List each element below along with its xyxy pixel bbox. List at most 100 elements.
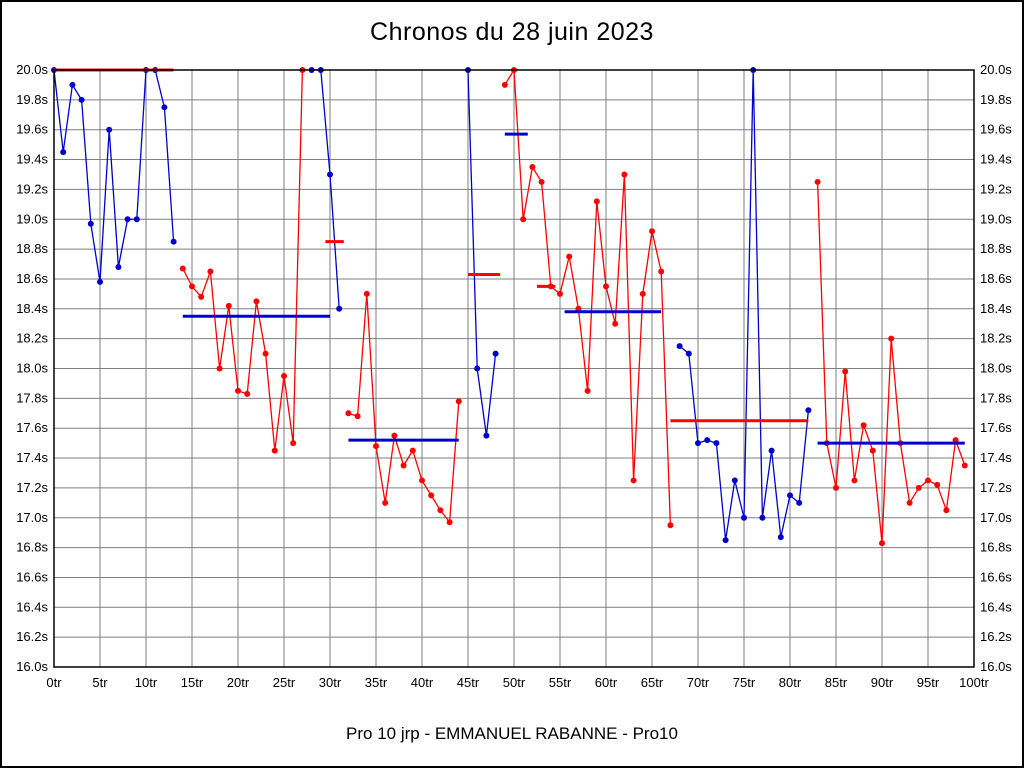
x-tick-label: 10tr [135, 675, 158, 690]
lap-point-blue [133, 216, 140, 223]
lap-point-red [612, 320, 619, 327]
y-tick-label-left: 17.8s [16, 390, 48, 405]
lap-point-red [382, 499, 389, 506]
y-tick-label-right: 19.6s [980, 122, 1012, 137]
lap-point-blue [78, 96, 85, 103]
lap-point-red [943, 507, 950, 514]
lap-point-red [501, 81, 508, 88]
y-tick-label-right: 19.2s [980, 181, 1012, 196]
lap-point-blue [87, 220, 94, 227]
y-tick-label-left: 20.0s [16, 62, 48, 77]
x-tick-label: 55tr [549, 675, 572, 690]
y-tick-label-right: 17.8s [980, 390, 1012, 405]
lap-point-blue [474, 365, 481, 372]
lap-point-red [198, 293, 205, 300]
chart-subtitle: Pro 10 jrp - EMMANUEL RABANNE - Pro10 [346, 724, 678, 743]
lap-point-red [814, 178, 821, 185]
lap-line-red [816, 181, 966, 544]
y-tick-label-left: 17.4s [16, 450, 48, 465]
y-tick-label-left: 19.6s [16, 122, 48, 137]
lap-point-red [400, 462, 407, 469]
x-tick-label: 35tr [365, 675, 388, 690]
lap-point-red [658, 268, 665, 275]
y-tick-label-left: 16.0s [16, 659, 48, 674]
lap-point-blue [97, 278, 103, 285]
lap-point-red [373, 443, 379, 450]
lap-point-red [455, 398, 462, 405]
y-tick-label-left: 18.8s [16, 241, 48, 256]
y-tick-label-left: 16.4s [16, 599, 48, 614]
lap-point-red [603, 283, 609, 290]
lap-point-red [934, 481, 941, 488]
lap-point-red [621, 171, 628, 178]
lap-point-red [851, 477, 858, 484]
lap-point-blue [676, 343, 683, 350]
lap-point-blue [722, 537, 729, 544]
x-tick-label: 80tr [779, 675, 802, 690]
lap-point-blue [685, 350, 692, 357]
lap-point-blue [69, 81, 76, 88]
lap-point-red [915, 484, 922, 491]
lap-point-blue [777, 534, 784, 541]
y-tick-label-left: 18.0s [16, 361, 48, 376]
lap-point-red [391, 432, 398, 439]
y-tick-label-left: 19.4s [16, 152, 48, 167]
x-tick-label: 75tr [733, 675, 756, 690]
lap-point-red [667, 522, 674, 529]
y-tick-label-right: 16.0s [980, 659, 1012, 674]
y-tick-label-left: 17.2s [16, 480, 48, 495]
lap-point-blue [695, 440, 701, 447]
lap-point-red [888, 335, 895, 342]
lap-point-blue [741, 514, 747, 521]
lap-point-red [520, 216, 527, 223]
x-tick-label: 90tr [871, 675, 894, 690]
lap-line-blue [467, 69, 497, 436]
lap-point-red [216, 365, 223, 372]
lap-point-red [428, 492, 435, 499]
y-tick-label-left: 18.2s [16, 331, 48, 346]
lap-point-red [235, 387, 241, 394]
lap-point-red [557, 290, 563, 297]
lap-point-blue [731, 477, 738, 484]
lap-point-red [354, 413, 361, 420]
lap-point-blue [713, 440, 720, 447]
lap-point-red [225, 302, 232, 309]
x-tick-label: 30tr [319, 675, 342, 690]
plot-border [53, 69, 975, 668]
lap-point-blue [492, 350, 499, 357]
lap-point-red [906, 499, 913, 506]
x-tick-label: 5tr [92, 675, 108, 690]
lap-point-red [262, 350, 269, 357]
y-tick-label-right: 19.4s [980, 152, 1012, 167]
x-tick-label: 85tr [825, 675, 848, 690]
y-tick-label-right: 18.4s [980, 301, 1012, 316]
lap-point-blue [327, 171, 333, 178]
y-tick-label-right: 17.4s [980, 450, 1012, 465]
x-tick-label: 25tr [273, 675, 296, 690]
lap-point-red [649, 228, 655, 235]
x-tick-label: 100tr [959, 675, 989, 690]
chart-title: Chronos du 28 juin 2023 [370, 18, 654, 46]
y-tick-label-right: 16.6s [980, 569, 1012, 584]
lap-point-red [639, 290, 646, 297]
lap-line-blue [53, 69, 175, 283]
lap-point-red [281, 372, 287, 379]
y-tick-label-right: 19.8s [980, 92, 1012, 107]
lap-point-red [833, 484, 839, 491]
lap-point-red [842, 368, 849, 375]
lap-point-red [630, 477, 637, 484]
lap-point-blue [60, 149, 67, 156]
y-tick-label-left: 17.6s [16, 420, 48, 435]
y-tick-label-right: 18.6s [980, 271, 1012, 286]
lap-point-red [869, 447, 876, 454]
y-tick-label-left: 19.8s [16, 92, 48, 107]
y-tick-label-right: 18.8s [980, 241, 1012, 256]
lap-point-red [961, 462, 968, 469]
y-tick-label-right: 17.6s [980, 420, 1012, 435]
lap-point-blue [336, 305, 343, 312]
lap-point-blue [704, 437, 711, 444]
x-tick-label: 60tr [595, 675, 618, 690]
y-tick-label-left: 16.8s [16, 540, 48, 555]
